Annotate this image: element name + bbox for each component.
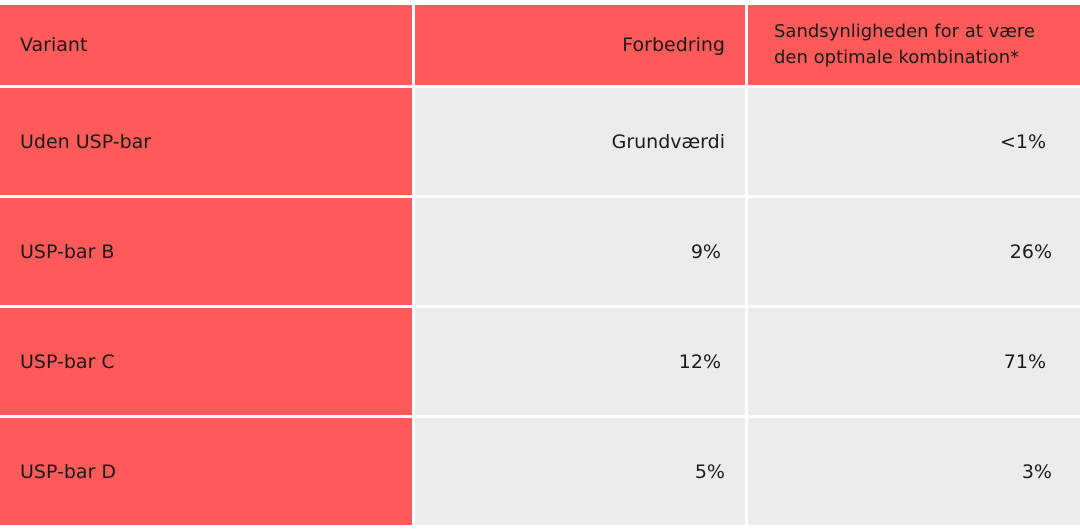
- probability-value: 71%: [1003, 350, 1046, 373]
- header-probability-line1: Sandsynligheden for at være: [774, 21, 1035, 42]
- table-row: Uden USP-bar Grundværdi <1%: [0, 88, 1080, 195]
- improvement-value: 12%: [678, 350, 721, 373]
- table-row: USP-bar B 9% 26%: [0, 198, 1080, 305]
- table-header-row: Variant Forbedring Sandsynligheden for a…: [0, 5, 1080, 85]
- variant-cell: USP-bar C: [0, 308, 412, 415]
- improvement-cell: 12%: [415, 308, 745, 415]
- probability-value: 3%: [1021, 460, 1052, 483]
- header-improvement-label: Forbedring: [622, 34, 725, 56]
- header-probability-line2: den optimale kombination*: [774, 47, 1020, 68]
- table-row: USP-bar C 12% 71%: [0, 308, 1080, 415]
- improvement-value: 5%: [694, 460, 725, 483]
- probability-cell: 71%: [748, 308, 1080, 415]
- improvement-cell: Grundværdi: [415, 88, 745, 195]
- variant-label: Uden USP-bar: [20, 130, 152, 153]
- variant-cell: USP-bar B: [0, 198, 412, 305]
- header-variant: Variant: [0, 5, 412, 85]
- header-variant-label: Variant: [20, 34, 88, 56]
- variant-label: USP-bar B: [20, 240, 115, 263]
- improvement-value: 9%: [690, 240, 721, 263]
- improvement-value: Grundværdi: [611, 130, 725, 153]
- probability-cell: 26%: [748, 198, 1080, 305]
- variant-cell: USP-bar D: [0, 418, 412, 525]
- variant-cell: Uden USP-bar: [0, 88, 412, 195]
- probability-value: 26%: [1009, 240, 1052, 263]
- variant-label: USP-bar D: [20, 460, 117, 483]
- header-probability: Sandsynligheden for at være den optimale…: [748, 5, 1080, 85]
- table-row: USP-bar D 5% 3%: [0, 418, 1080, 525]
- improvement-cell: 9%: [415, 198, 745, 305]
- probability-value: <1%: [999, 130, 1046, 153]
- header-improvement: Forbedring: [415, 5, 745, 85]
- improvement-cell: 5%: [415, 418, 745, 525]
- variant-label: USP-bar C: [20, 350, 115, 373]
- probability-cell: 3%: [748, 418, 1080, 525]
- probability-cell: <1%: [748, 88, 1080, 195]
